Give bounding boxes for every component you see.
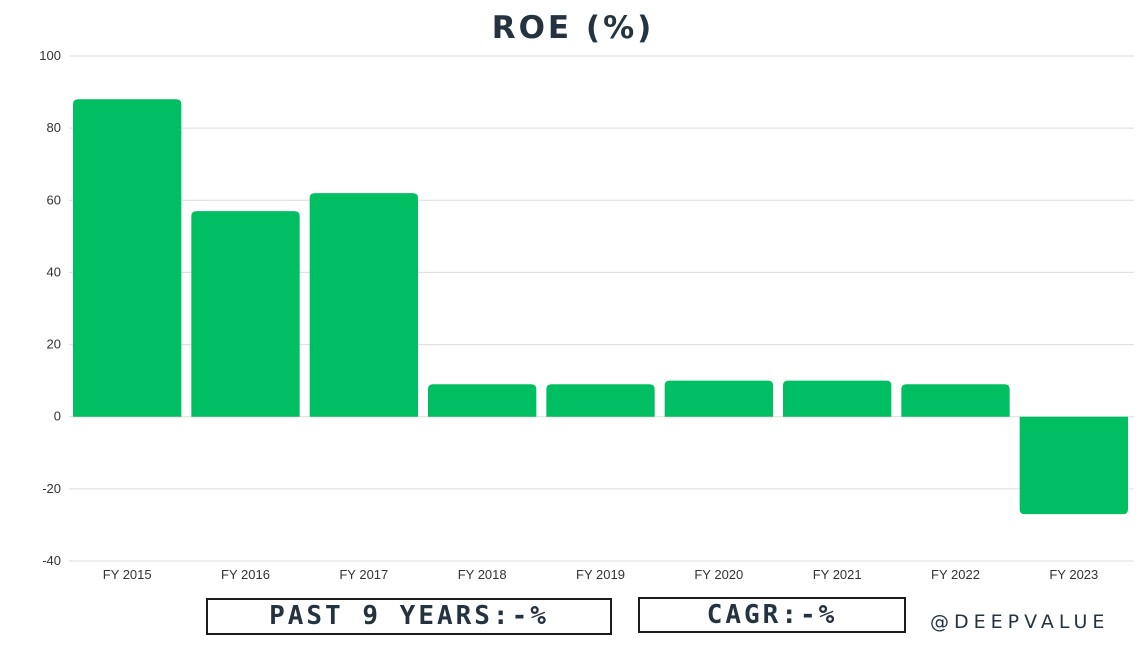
bar-fy-2022 [901, 384, 1010, 417]
x-tick-label: FY 2016 [221, 567, 270, 582]
x-tick-label: FY 2020 [694, 567, 743, 582]
y-tick-label: -40 [42, 553, 61, 568]
x-axis-ticks: FY 2015 FY 2016 FY 2017 FY 2018 FY 2019 FY 20… [103, 567, 1099, 582]
bar-fy-2019 [546, 384, 655, 417]
past-years-label: PAST 9 YEARS:-% [269, 601, 549, 631]
bar-fy-2016 [191, 211, 300, 417]
y-tick-label: 40 [47, 264, 61, 279]
bar-fy-2020 [664, 380, 773, 417]
x-tick-label: FY 2017 [339, 567, 388, 582]
y-tick-label: 100 [39, 48, 61, 63]
chart-title: ROE (%) [491, 10, 655, 46]
cagr-label: CAGR:-% [706, 600, 838, 630]
bar-fy-2018 [428, 384, 537, 417]
x-tick-label: FY 2021 [813, 567, 862, 582]
x-tick-label: FY 2022 [931, 567, 980, 582]
y-tick-label: 0 [54, 409, 61, 424]
x-tick-label: FY 2023 [1049, 567, 1098, 582]
y-axis-ticks: 100 80 60 40 20 0 -20 -40 [39, 48, 61, 568]
cagr-box: CAGR:-% [638, 597, 906, 633]
past-years-box: PAST 9 YEARS:-% [206, 598, 612, 635]
bar-fy-2017 [309, 193, 418, 417]
y-tick-label: 80 [47, 120, 61, 135]
x-tick-label: FY 2019 [576, 567, 625, 582]
bar-fy-2023 [1019, 416, 1128, 515]
bars [73, 99, 1128, 515]
x-tick-label: FY 2015 [103, 567, 152, 582]
y-tick-label: 20 [47, 337, 61, 352]
bar-fy-2015 [73, 99, 182, 417]
y-tick-label: -20 [42, 481, 61, 496]
x-tick-label: FY 2018 [458, 567, 507, 582]
y-tick-label: 60 [47, 192, 61, 207]
handle-label: @DEEPVALUE [930, 611, 1110, 633]
bar-fy-2021 [783, 380, 892, 417]
